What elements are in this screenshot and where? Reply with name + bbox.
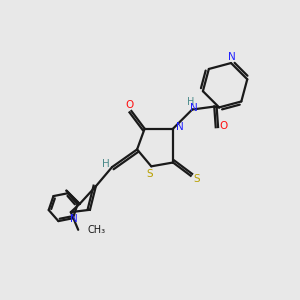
Text: N: N bbox=[228, 52, 236, 61]
Text: S: S bbox=[194, 174, 200, 184]
Text: N: N bbox=[70, 214, 78, 224]
Text: O: O bbox=[126, 100, 134, 110]
Text: N: N bbox=[190, 103, 197, 113]
Text: CH₃: CH₃ bbox=[88, 225, 106, 235]
Text: H: H bbox=[102, 159, 110, 169]
Text: O: O bbox=[219, 121, 227, 131]
Text: N: N bbox=[176, 122, 183, 132]
Text: S: S bbox=[146, 169, 153, 179]
Text: H: H bbox=[187, 97, 194, 107]
